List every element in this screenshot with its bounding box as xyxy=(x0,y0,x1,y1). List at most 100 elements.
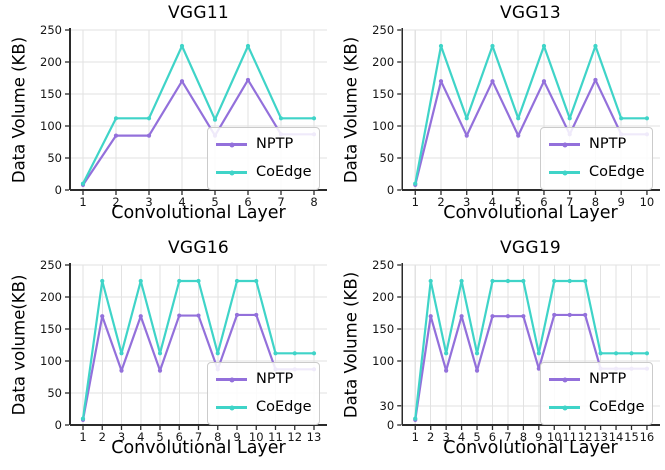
svg-text:8: 8 xyxy=(520,430,527,444)
svg-text:150: 150 xyxy=(40,322,62,336)
svg-text:14: 14 xyxy=(609,430,624,444)
svg-text:3: 3 xyxy=(145,195,152,209)
svg-text:3: 3 xyxy=(463,195,470,209)
coedge-marker-dot xyxy=(562,405,567,410)
svg-text:50: 50 xyxy=(47,386,62,400)
svg-text:250: 250 xyxy=(40,23,62,37)
legend-item-nptp: NPTP xyxy=(216,370,311,389)
svg-text:2: 2 xyxy=(99,430,106,444)
svg-text:6: 6 xyxy=(489,430,496,444)
svg-text:6: 6 xyxy=(540,195,547,209)
svg-text:150: 150 xyxy=(40,87,62,101)
chart-title: VGG19 xyxy=(499,238,562,258)
svg-text:0: 0 xyxy=(387,418,394,432)
svg-text:6: 6 xyxy=(176,430,183,444)
legend: NPTP CoEdge xyxy=(207,127,320,190)
legend: NPTP CoEdge xyxy=(540,362,653,425)
nptp-marker-dot xyxy=(229,377,234,382)
svg-text:4: 4 xyxy=(137,430,144,444)
svg-text:100: 100 xyxy=(372,354,394,368)
svg-text:7: 7 xyxy=(195,430,202,444)
svg-text:13: 13 xyxy=(593,430,608,444)
nptp-line-swatch xyxy=(549,142,580,147)
legend-label-coedge: CoEdge xyxy=(256,399,312,416)
svg-text:100: 100 xyxy=(372,119,394,133)
svg-text:7: 7 xyxy=(277,195,284,209)
svg-text:100: 100 xyxy=(40,354,62,368)
svg-text:0: 0 xyxy=(387,183,394,197)
svg-text:150: 150 xyxy=(372,322,394,336)
plot-area: 1 2 3 4 5 6 7 8 0 50 100 150 200 250 xyxy=(40,23,327,209)
legend: NPTP CoEdge xyxy=(540,127,653,190)
svg-text:200: 200 xyxy=(372,290,394,304)
svg-text:4: 4 xyxy=(489,195,496,209)
svg-text:9: 9 xyxy=(233,430,240,444)
svg-text:8: 8 xyxy=(592,195,599,209)
nptp-line-swatch xyxy=(216,142,247,147)
coedge-marker-dot xyxy=(229,170,234,175)
x-axis-label: Convolutional Layer xyxy=(443,203,618,223)
svg-text:5: 5 xyxy=(473,430,480,444)
svg-text:4: 4 xyxy=(178,195,185,209)
svg-text:2: 2 xyxy=(112,195,119,209)
svg-text:9: 9 xyxy=(618,195,625,209)
legend-item-coedge: CoEdge xyxy=(216,163,312,182)
legend-label-nptp: NPTP xyxy=(256,371,294,388)
svg-text:12: 12 xyxy=(287,430,302,444)
svg-text:50: 50 xyxy=(380,151,395,165)
svg-text:2: 2 xyxy=(427,430,434,444)
svg-text:50: 50 xyxy=(47,151,62,165)
svg-text:250: 250 xyxy=(40,258,62,272)
legend-item-coedge: CoEdge xyxy=(549,163,645,182)
svg-text:100: 100 xyxy=(40,119,62,133)
subplot-vgg19: 1 2 3 4 5 6 7 8 9 10 11 12 13 14 15 16 0 30 100 150 200 250 V… xyxy=(332,235,665,470)
svg-text:5: 5 xyxy=(211,195,218,209)
svg-text:200: 200 xyxy=(372,55,394,69)
y-axis-label: Data Volume (KB) xyxy=(341,36,361,184)
svg-text:5: 5 xyxy=(515,195,522,209)
coedge-line-swatch xyxy=(549,405,580,410)
nptp-marker-dot xyxy=(229,142,234,147)
svg-text:9: 9 xyxy=(535,430,542,444)
legend-label-nptp: NPTP xyxy=(589,136,627,153)
coedge-line-swatch xyxy=(216,405,247,410)
chart-title: VGG11 xyxy=(167,3,230,23)
svg-text:1: 1 xyxy=(412,430,419,444)
subplot-vgg11: 1 2 3 4 5 6 7 8 0 50 100 150 200 250 VGG11 Data Volum… xyxy=(0,0,332,235)
subplot-vgg16: 1 2 3 4 5 6 7 8 9 10 11 12 13 0 50 100 150 200 250 VGG16 D… xyxy=(0,235,332,470)
svg-text:10: 10 xyxy=(640,195,655,209)
subplot-vgg13: 1 2 3 4 5 6 7 8 9 10 0 50 100 150 200 250 VGG13 Data Vo… xyxy=(332,0,665,235)
y-axis-label: Data Volume (KB) xyxy=(341,271,361,419)
legend-item-coedge: CoEdge xyxy=(216,398,312,417)
svg-text:10: 10 xyxy=(547,430,562,444)
svg-text:200: 200 xyxy=(40,290,62,304)
legend-label-nptp: NPTP xyxy=(256,136,294,153)
svg-text:3: 3 xyxy=(118,430,125,444)
chart-title: VGG16 xyxy=(167,238,230,258)
y-axis-label: Data volume(KB) xyxy=(9,274,29,416)
svg-text:7: 7 xyxy=(566,195,573,209)
legend-item-coedge: CoEdge xyxy=(549,398,645,417)
svg-text:11: 11 xyxy=(562,430,577,444)
chart-title: VGG13 xyxy=(499,3,562,23)
svg-text:13: 13 xyxy=(307,430,322,444)
coedge-line-swatch xyxy=(216,170,247,175)
svg-text:250: 250 xyxy=(372,258,394,272)
legend-item-nptp: NPTP xyxy=(549,135,644,154)
svg-text:8: 8 xyxy=(310,195,317,209)
svg-text:5: 5 xyxy=(156,430,163,444)
coedge-marker-dot xyxy=(229,405,234,410)
nptp-marker-dot xyxy=(562,377,567,382)
svg-text:150: 150 xyxy=(372,87,394,101)
svg-text:1: 1 xyxy=(79,430,86,444)
legend-label-coedge: CoEdge xyxy=(589,164,645,181)
svg-text:30: 30 xyxy=(380,399,395,413)
svg-text:4: 4 xyxy=(458,430,465,444)
svg-text:16: 16 xyxy=(640,430,655,444)
svg-text:0: 0 xyxy=(55,183,62,197)
legend: NPTP CoEdge xyxy=(207,362,320,425)
coedge-marker-dot xyxy=(562,170,567,175)
svg-text:12: 12 xyxy=(578,430,593,444)
